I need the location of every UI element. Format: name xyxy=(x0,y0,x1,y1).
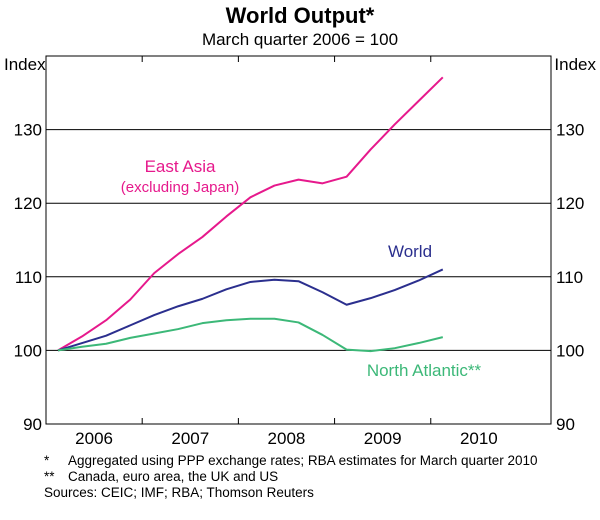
footnote-2: ** Canada, euro area, the UK and US xyxy=(44,469,584,485)
footnote-text: Canada, euro area, the UK and US xyxy=(68,469,279,484)
series-line-east-asia xyxy=(57,76,444,352)
y-tick-label-left: 110 xyxy=(15,268,42,287)
chart-title: World Output* xyxy=(226,3,375,28)
y-axis-label-right: Index xyxy=(554,55,596,74)
y-tick-label-left: 130 xyxy=(14,121,42,140)
y-tick-label-right: 130 xyxy=(556,121,584,140)
x-tick-label-2008: 2008 xyxy=(268,429,306,448)
x-tick-label-2009: 2009 xyxy=(364,429,402,448)
x-tick-label-2006: 2006 xyxy=(75,429,113,448)
series-label-east-asia-note: (excluding Japan) xyxy=(121,179,239,196)
series-line-world xyxy=(57,268,444,352)
world-output-chart: World Output* March quarter 2006 = 100 I… xyxy=(4,3,596,448)
y-tick-label-right: 90 xyxy=(556,415,575,434)
chart-notes: * Aggregated using PPP exchange rates; R… xyxy=(44,453,584,501)
footnote-mark: ** xyxy=(44,469,55,484)
y-tick-label-right: 100 xyxy=(556,341,584,360)
chart-subtitle: March quarter 2006 = 100 xyxy=(202,30,398,49)
footnote-text: Aggregated using PPP exchange rates; RBA… xyxy=(68,453,538,468)
footnote-mark: * xyxy=(44,453,50,468)
series-label-world: World xyxy=(388,242,432,261)
series-line-north-atlantic xyxy=(57,317,444,353)
y-tick-label-left: 100 xyxy=(14,341,42,360)
x-tick-label-2010: 2010 xyxy=(460,429,498,448)
y-tick-label-right: 120 xyxy=(556,194,584,213)
series-label-north-atlantic: North Atlantic** xyxy=(367,361,482,380)
x-tick-label-2007: 2007 xyxy=(171,429,209,448)
sources-line: Sources: CEIC; IMF; RBA; Thomson Reuters xyxy=(44,485,314,500)
series-label-east-asia: East Asia xyxy=(145,157,216,176)
footnote-1: * Aggregated using PPP exchange rates; R… xyxy=(44,453,584,469)
y-tick-label-left: 120 xyxy=(14,194,42,213)
y-tick-label-left: 90 xyxy=(23,415,42,434)
y-axis-label-left: Index xyxy=(4,55,46,74)
y-tick-label-right: 110 xyxy=(556,268,583,287)
plot-area-frame xyxy=(45,55,552,425)
